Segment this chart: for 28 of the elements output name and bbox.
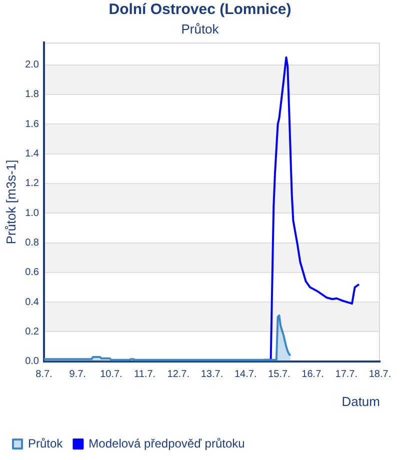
x-tick-label: 10.7.: [100, 369, 122, 380]
y-tick-label: 1.0: [25, 208, 40, 219]
chart-subtitle: Průtok: [181, 21, 220, 36]
y-tick-label: 1.6: [25, 118, 40, 130]
y-tick-label: 1.2: [25, 178, 40, 190]
y-tick-label: 1.4: [25, 148, 40, 160]
y-tick-label: 0.8: [25, 238, 40, 249]
y-tick-label: 0.6: [25, 267, 40, 278]
x-tick-label: 9.7.: [69, 369, 86, 380]
x-tick-label: 18.7.: [368, 369, 392, 380]
y-tick-label: 1.8: [25, 89, 40, 100]
y-tick-label: 0.4: [25, 296, 40, 308]
y-tick-label: 2.0: [25, 60, 40, 71]
y-tick-label: 0.2: [25, 326, 40, 338]
x-tick-label: 8.7.: [36, 369, 52, 380]
y-axis-title: Průtok [m3s-1]: [3, 160, 18, 244]
x-tick-label: 14.7.: [234, 369, 257, 380]
chart-title: Dolní Ostrovec (Lomnice): [108, 1, 292, 18]
x-tick-label: 17.7.: [335, 369, 358, 380]
x-tick-label: 13.7.: [200, 369, 224, 380]
x-tick-label: 15.7.: [268, 369, 290, 380]
x-tick-label: 12.7.: [167, 369, 190, 380]
x-tick-label: 11.7.: [134, 369, 156, 380]
legend-label: Modelová předpověď průtoku: [88, 436, 245, 450]
y-tick-label: 0.0: [25, 356, 40, 368]
x-tick-label: 16.7.: [302, 369, 324, 380]
legend-label: Průtok: [28, 436, 64, 450]
x-axis-title: Datum: [342, 394, 380, 409]
